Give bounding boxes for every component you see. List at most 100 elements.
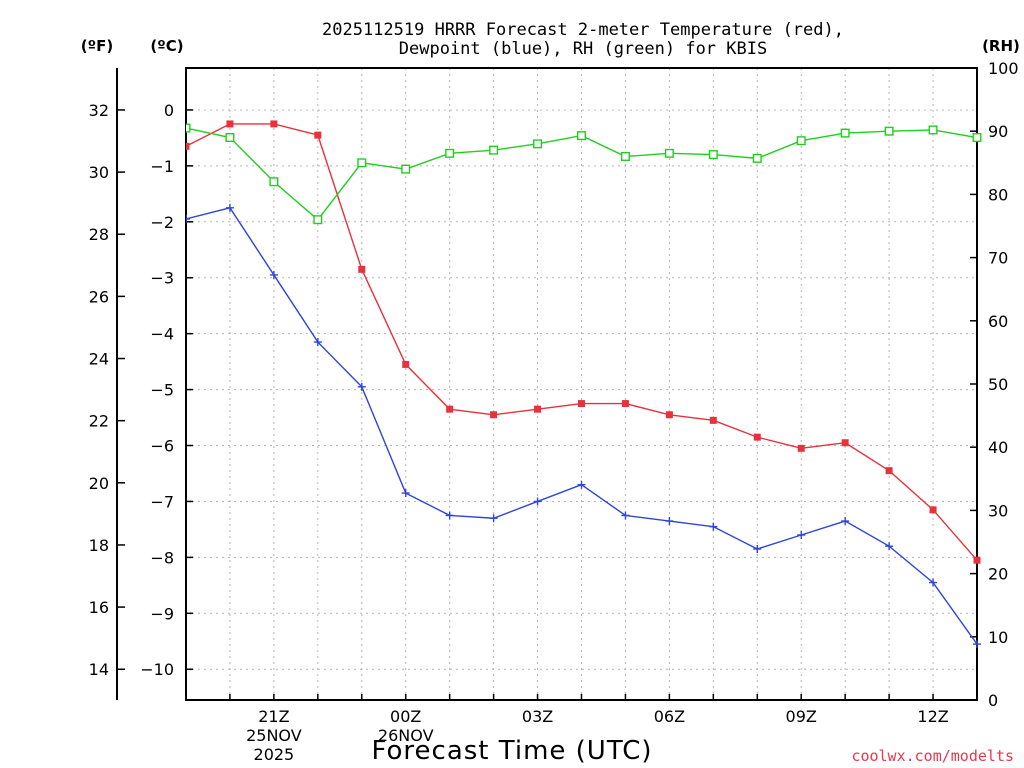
dewpoint-point xyxy=(225,203,234,212)
rh-tick-label: 40 xyxy=(988,438,1008,457)
dewpoint-point xyxy=(269,270,278,279)
rh-point xyxy=(752,153,762,163)
temperature-point xyxy=(841,439,849,447)
x-tick-label: 25NOV xyxy=(246,726,302,745)
series-layer xyxy=(186,120,982,649)
rh-tick-label: 90 xyxy=(988,122,1008,141)
temperature-point xyxy=(973,556,981,564)
rh-point xyxy=(884,126,894,136)
dewpoint-point xyxy=(797,531,806,540)
plot-frame xyxy=(185,67,978,701)
celsius-tick-label: 0 xyxy=(164,101,174,120)
rh-tick-label: 70 xyxy=(988,249,1008,268)
dewpoint-point xyxy=(973,640,981,649)
rh-point xyxy=(186,123,191,133)
temperature-point xyxy=(402,360,410,368)
celsius-tick-label: −5 xyxy=(150,381,174,400)
rh-point xyxy=(225,133,235,143)
temperature-point xyxy=(621,400,629,408)
temperature-point xyxy=(270,120,278,128)
rh-tick-label: 50 xyxy=(988,375,1008,394)
axes: 14161820222426283032−10−9−8−7−6−5−4−3−2−… xyxy=(89,59,1019,764)
dewpoint-point xyxy=(445,511,454,520)
x-tick-label: 21Z xyxy=(258,707,289,726)
dewpoint-point xyxy=(533,497,542,506)
dewpoint-point xyxy=(621,511,630,520)
temperature-point xyxy=(709,416,717,424)
fahrenheit-tick-label: 30 xyxy=(89,163,109,182)
rh-point xyxy=(269,177,279,187)
series-dewpoint xyxy=(186,203,981,649)
credit-text: coolwx.com/modelts xyxy=(851,747,1014,765)
rh-point xyxy=(357,158,367,168)
temperature-point xyxy=(314,131,322,139)
rh-point xyxy=(972,133,982,143)
rh-tick-label: 60 xyxy=(988,312,1008,331)
x-tick-label: 2025 xyxy=(254,745,295,764)
celsius-tick-label: −3 xyxy=(150,269,174,288)
celsius-tick-label: −10 xyxy=(140,660,174,679)
grid-lines xyxy=(186,68,977,700)
dewpoint-point xyxy=(665,517,674,526)
rh-tick-label: 10 xyxy=(988,628,1008,647)
rh-point xyxy=(796,136,806,146)
rh-point xyxy=(840,128,850,138)
x-axis-label: Forecast Time (UTC) xyxy=(371,736,652,766)
chart-title-line2: Dewpoint (blue), RH (green) for KBIS xyxy=(399,39,767,59)
dewpoint-point xyxy=(313,338,322,347)
rh-point xyxy=(401,164,411,174)
temperature-point xyxy=(578,400,585,408)
dewpoint-point xyxy=(753,544,762,553)
temperature-point xyxy=(226,120,234,128)
fahrenheit-tick-label: 28 xyxy=(89,225,109,244)
rh-unit-label: (RH) xyxy=(982,37,1020,55)
rh-point xyxy=(489,145,499,155)
dewpoint-point xyxy=(401,489,410,498)
dewpoint-point xyxy=(489,514,498,523)
celsius-tick-label: −1 xyxy=(150,157,174,176)
x-tick-label: 12Z xyxy=(917,707,948,726)
x-tick-label: 00Z xyxy=(390,707,421,726)
celsius-tick-label: −7 xyxy=(150,492,174,511)
fahrenheit-unit-label: (ºF) xyxy=(81,37,113,55)
temperature-point xyxy=(753,433,761,441)
celsius-tick-label: −2 xyxy=(150,213,174,232)
rh-point xyxy=(620,151,630,161)
fahrenheit-tick-label: 32 xyxy=(89,101,109,120)
rh-tick-label: 20 xyxy=(988,565,1008,584)
temperature-point xyxy=(186,142,190,150)
rh-point xyxy=(533,139,543,149)
rh-point xyxy=(577,131,587,141)
dewpoint-point xyxy=(357,382,366,391)
dewpoint-point xyxy=(885,542,894,551)
x-tick-label: 26NOV xyxy=(378,726,434,745)
series-temperature xyxy=(186,120,981,564)
fahrenheit-tick-label: 20 xyxy=(89,474,109,493)
temperature-point xyxy=(885,467,893,475)
temperature-point xyxy=(929,506,937,514)
celsius-tick-label: −4 xyxy=(150,325,174,344)
rh-point xyxy=(445,148,455,158)
temperature-point xyxy=(490,411,498,419)
temperature-point xyxy=(446,405,454,413)
rh-point xyxy=(313,215,323,225)
x-tick-label: 03Z xyxy=(522,707,553,726)
chart-title-line1: 2025112519 HRRR Forecast 2-meter Tempera… xyxy=(322,20,844,40)
rh-tick-label: 100 xyxy=(988,59,1019,78)
celsius-tick-label: −9 xyxy=(150,604,174,623)
rh-tick-label: 0 xyxy=(988,691,998,710)
temperature-point xyxy=(358,265,366,273)
dewpoint-point xyxy=(709,522,718,531)
rh-tick-label: 30 xyxy=(988,501,1008,520)
fahrenheit-tick-label: 16 xyxy=(89,598,109,617)
dewpoint-point xyxy=(577,480,586,489)
rh-point xyxy=(928,125,938,135)
temperature-point xyxy=(665,411,673,419)
dewpoint-point xyxy=(841,517,850,526)
rh-point xyxy=(664,148,674,158)
temperature-point xyxy=(797,444,805,452)
celsius-unit-label: (ºC) xyxy=(150,37,183,55)
fahrenheit-tick-label: 26 xyxy=(89,287,109,306)
fahrenheit-tick-label: 22 xyxy=(89,412,109,431)
